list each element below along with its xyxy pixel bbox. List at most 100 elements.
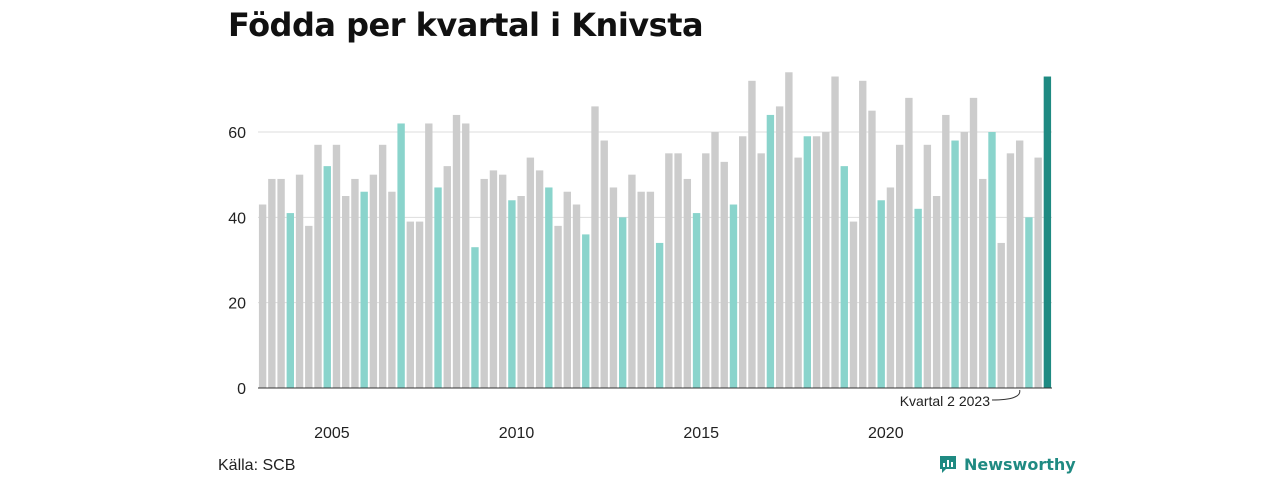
bar <box>942 114 950 389</box>
bar <box>268 178 276 388</box>
bar <box>766 114 775 389</box>
bar <box>711 132 719 388</box>
bar <box>563 191 571 388</box>
bar <box>831 76 839 388</box>
bar <box>554 225 562 388</box>
bar <box>545 187 553 388</box>
y-tick-label: 0 <box>237 381 246 398</box>
bar <box>517 196 525 388</box>
bar <box>674 153 682 388</box>
bar <box>452 114 461 389</box>
bar <box>665 153 673 388</box>
bar <box>757 153 765 388</box>
bar <box>508 200 516 388</box>
bar <box>803 136 812 388</box>
bar <box>526 157 535 388</box>
bar <box>840 166 848 388</box>
bar <box>739 136 747 388</box>
bar <box>914 208 922 388</box>
brand-logo: Newsworthy <box>938 454 1076 474</box>
axes: 2005 2010 2015 2020 <box>258 387 1052 442</box>
bar <box>443 166 451 388</box>
y-tick-label: 40 <box>228 210 246 227</box>
bar <box>886 187 895 388</box>
bar <box>572 204 581 388</box>
bar <box>775 106 784 389</box>
bar <box>600 140 608 388</box>
bar <box>415 221 424 388</box>
bar <box>822 132 830 388</box>
bar <box>637 191 645 388</box>
bar <box>332 144 341 388</box>
bar <box>1043 76 1052 388</box>
bar <box>425 123 433 388</box>
bar <box>877 200 885 388</box>
bar <box>480 178 488 388</box>
source-label: Källa: SCB <box>218 457 296 474</box>
bar <box>932 196 941 388</box>
bar <box>618 217 627 388</box>
bar <box>582 234 590 388</box>
bar <box>794 157 802 388</box>
bar <box>591 106 599 389</box>
bar <box>905 97 913 389</box>
bar <box>849 221 858 388</box>
bar <box>868 110 876 389</box>
bar <box>960 132 968 388</box>
bar <box>997 242 1005 388</box>
bar <box>360 191 368 388</box>
x-tick-label: 2020 <box>868 425 904 442</box>
bar <box>628 174 636 388</box>
chart-title: Födda per kvartal i Knivsta <box>228 6 704 44</box>
bar <box>609 187 618 388</box>
x-tick-label: 2005 <box>314 425 350 442</box>
bar <box>295 174 304 388</box>
bar <box>369 174 378 388</box>
bar <box>535 170 544 388</box>
newsworthy-logo-icon <box>940 456 956 473</box>
bar <box>655 242 664 388</box>
bar <box>388 191 396 388</box>
bar <box>305 225 313 388</box>
bar <box>498 174 507 388</box>
bar <box>812 136 821 388</box>
bar <box>397 123 405 388</box>
bar <box>859 80 867 389</box>
bar <box>748 80 756 389</box>
bar <box>462 123 470 388</box>
bar <box>406 221 415 388</box>
annotation-arrow <box>991 389 1021 401</box>
bar <box>683 178 692 388</box>
y-tick-label: 60 <box>228 125 246 142</box>
bar <box>923 144 932 388</box>
bar <box>729 204 738 388</box>
bar <box>342 196 350 388</box>
bar <box>378 144 387 388</box>
brand-name: Newsworthy <box>964 454 1076 474</box>
bar <box>702 153 710 388</box>
x-tick-label: 2010 <box>499 425 535 442</box>
bar <box>277 178 285 388</box>
bar <box>434 187 442 388</box>
y-tick-label: 20 <box>228 296 246 313</box>
bar <box>979 178 987 388</box>
bar <box>1034 157 1042 388</box>
bar <box>1025 217 1033 388</box>
bar <box>692 213 701 388</box>
bar <box>1015 140 1024 388</box>
bar <box>1006 153 1015 388</box>
bar <box>969 97 978 389</box>
x-tick-label: 2015 <box>683 425 719 442</box>
annotation-label: Kvartal 2 2023 <box>900 393 990 409</box>
bar <box>286 213 295 388</box>
annotation: Kvartal 2 2023 <box>900 389 1021 409</box>
bar <box>323 166 331 388</box>
bar <box>988 132 996 388</box>
bar <box>351 178 359 388</box>
bar <box>471 247 479 388</box>
bar <box>646 191 655 388</box>
bars <box>258 72 1052 389</box>
bar <box>258 204 267 388</box>
bar <box>951 140 959 388</box>
